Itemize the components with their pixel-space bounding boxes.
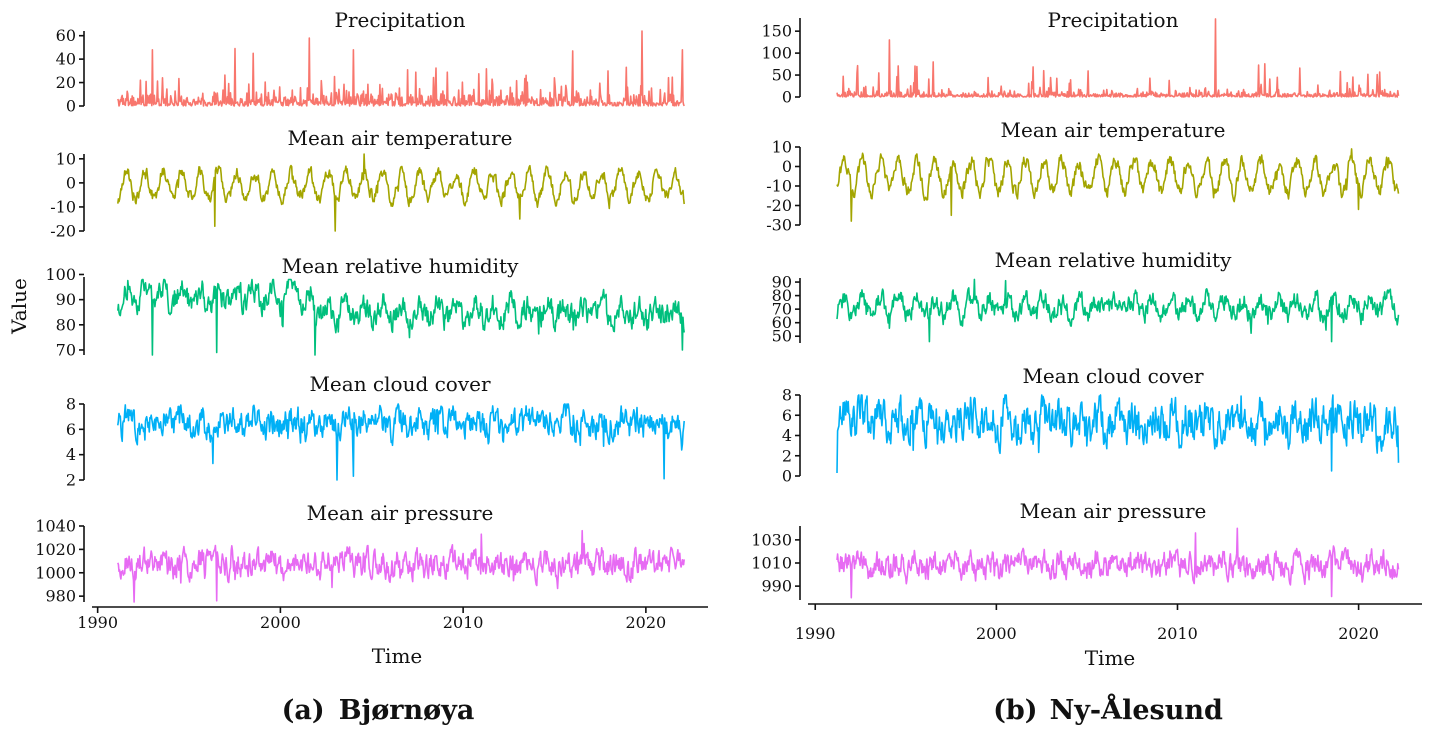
- y-tick-label: 1020: [35, 540, 76, 559]
- panel-mean-air-pressure: Mean air pressure 980 1000 1020 1040: [35, 501, 685, 606]
- y-tick-label: 0: [782, 157, 792, 176]
- y-tick-label: 2: [782, 446, 792, 465]
- y-tick-label: 60: [56, 26, 76, 45]
- panel-mean-cloud-cover: Mean cloud cover 2 4 6 8: [66, 372, 685, 490]
- x-axis-title: Time: [1085, 646, 1136, 670]
- y-tick-label: 100: [45, 265, 76, 284]
- y-tick-label: 50: [772, 327, 792, 346]
- y-tick-label: 40: [56, 50, 76, 69]
- panel-title: Mean cloud cover: [1022, 364, 1204, 388]
- y-tick-label: 4: [782, 426, 792, 445]
- y-tick-label: 150: [761, 22, 792, 41]
- panel-title: Mean cloud cover: [309, 372, 491, 396]
- y-tick-label: 6: [66, 420, 76, 439]
- caption-ny-alesund: (b) Ny-Ålesund: [993, 692, 1223, 726]
- y-tick-label: 90: [772, 273, 792, 292]
- x-tick-label: 2020: [626, 613, 667, 632]
- y-tick-label: 80: [772, 286, 792, 305]
- y-tick-label: -30: [766, 216, 792, 235]
- series-line: [117, 30, 685, 107]
- caption-bjornoya: (a) Bjørnøya: [282, 695, 475, 726]
- y-tick-label: 20: [56, 73, 76, 92]
- y-tick-label: 10: [56, 149, 76, 168]
- x-tick-label: 2000: [976, 624, 1017, 643]
- y-tick-label: 70: [772, 300, 792, 319]
- y-tick-label: 4: [66, 445, 76, 464]
- caption-station-name: Ny-Ålesund: [1050, 692, 1223, 726]
- y-tick-label: -10: [766, 177, 792, 196]
- series-line: [117, 529, 685, 603]
- y-tick-label: 1000: [35, 563, 76, 582]
- series-line: [836, 278, 1400, 343]
- y-tick-label: 10: [772, 138, 792, 157]
- panel-precipitation: Precipitation 0 50 100 150: [761, 8, 1400, 107]
- y-tick-label: -10: [50, 197, 76, 216]
- caption-station-name: Bjørnøya: [339, 695, 475, 726]
- y-tick-label: 1040: [35, 517, 76, 536]
- series-line: [836, 148, 1400, 222]
- y-tick-label: 0: [782, 88, 792, 107]
- panel-title: Precipitation: [335, 8, 466, 32]
- y-axis-title: Value: [7, 278, 31, 335]
- x-tick-label: 1990: [795, 624, 836, 643]
- y-tick-label: 8: [66, 395, 76, 414]
- panel-title: Mean relative humidity: [995, 248, 1232, 272]
- panel-mean-air-pressure: Mean air pressure 990 1010 1030: [751, 499, 1400, 600]
- y-tick-label: 60: [772, 313, 792, 332]
- panel-title: Mean relative humidity: [282, 254, 519, 278]
- caption-label: (b): [993, 695, 1037, 726]
- y-tick-label: -20: [766, 196, 792, 215]
- y-tick-label: 1010: [751, 554, 792, 573]
- y-tick-label: 80: [56, 315, 76, 334]
- series-line: [836, 527, 1400, 599]
- x-tick-label: 1990: [77, 613, 118, 632]
- x-tick-label: 2020: [1338, 624, 1379, 643]
- y-tick-label: -20: [50, 222, 76, 241]
- series-line: [117, 278, 685, 356]
- y-tick-label: 6: [782, 406, 792, 425]
- panel-title: Precipitation: [1048, 8, 1179, 32]
- panel-precipitation: Precipitation 0 20 40 60: [56, 8, 685, 116]
- caption-label: (a): [282, 695, 325, 726]
- series-line: [117, 403, 685, 481]
- y-tick-label: 100: [761, 44, 792, 63]
- panel-mean-air-temperature: Mean air temperature -20 -10 0 10: [50, 126, 685, 241]
- y-tick-label: 2: [66, 471, 76, 490]
- x-tick-label: 2010: [443, 613, 484, 632]
- y-tick-label: 0: [782, 467, 792, 486]
- series-line: [836, 18, 1400, 98]
- y-tick-label: 8: [782, 386, 792, 405]
- y-tick-label: 50: [772, 66, 792, 85]
- x-tick-label: 2010: [1157, 624, 1198, 643]
- y-tick-label: 90: [56, 290, 76, 309]
- panel-title: Mean air temperature: [288, 126, 513, 150]
- y-tick-label: 0: [66, 173, 76, 192]
- y-tick-label: 1030: [751, 530, 792, 549]
- panel-mean-relative-humidity: Mean relative humidity 70 80 90 100: [45, 254, 685, 359]
- y-tick-label: 990: [761, 577, 792, 596]
- x-tick-label: 2000: [260, 613, 301, 632]
- y-tick-label: 70: [56, 340, 76, 359]
- series-line: [836, 394, 1400, 474]
- y-tick-label: 980: [45, 587, 76, 606]
- x-axis-title: Time: [372, 644, 423, 668]
- y-tick-label: 0: [66, 97, 76, 116]
- panel-title: Mean air pressure: [307, 501, 494, 525]
- series-line: [117, 153, 685, 232]
- panel-title: Mean air temperature: [1001, 118, 1226, 142]
- panel-title: Mean air pressure: [1020, 499, 1207, 523]
